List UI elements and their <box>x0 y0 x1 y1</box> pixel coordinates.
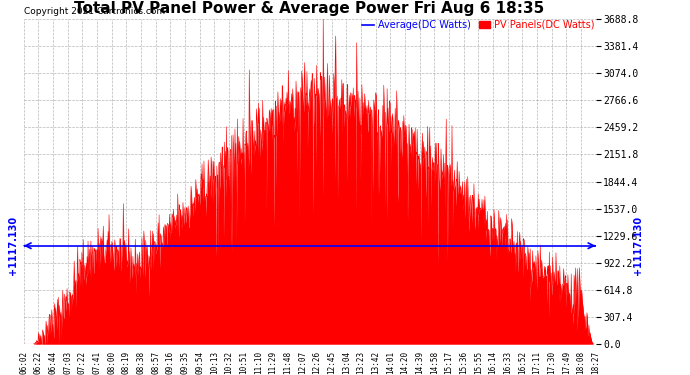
Text: Copyright 2021 Cartronics.com: Copyright 2021 Cartronics.com <box>23 7 165 16</box>
Legend: Average(DC Watts), PV Panels(DC Watts): Average(DC Watts), PV Panels(DC Watts) <box>362 20 595 30</box>
Title: Total PV Panel Power & Average Power Fri Aug 6 18:35: Total PV Panel Power & Average Power Fri… <box>75 2 544 16</box>
Text: +1117.130: +1117.130 <box>633 216 642 275</box>
Text: +1117.130: +1117.130 <box>8 216 18 275</box>
